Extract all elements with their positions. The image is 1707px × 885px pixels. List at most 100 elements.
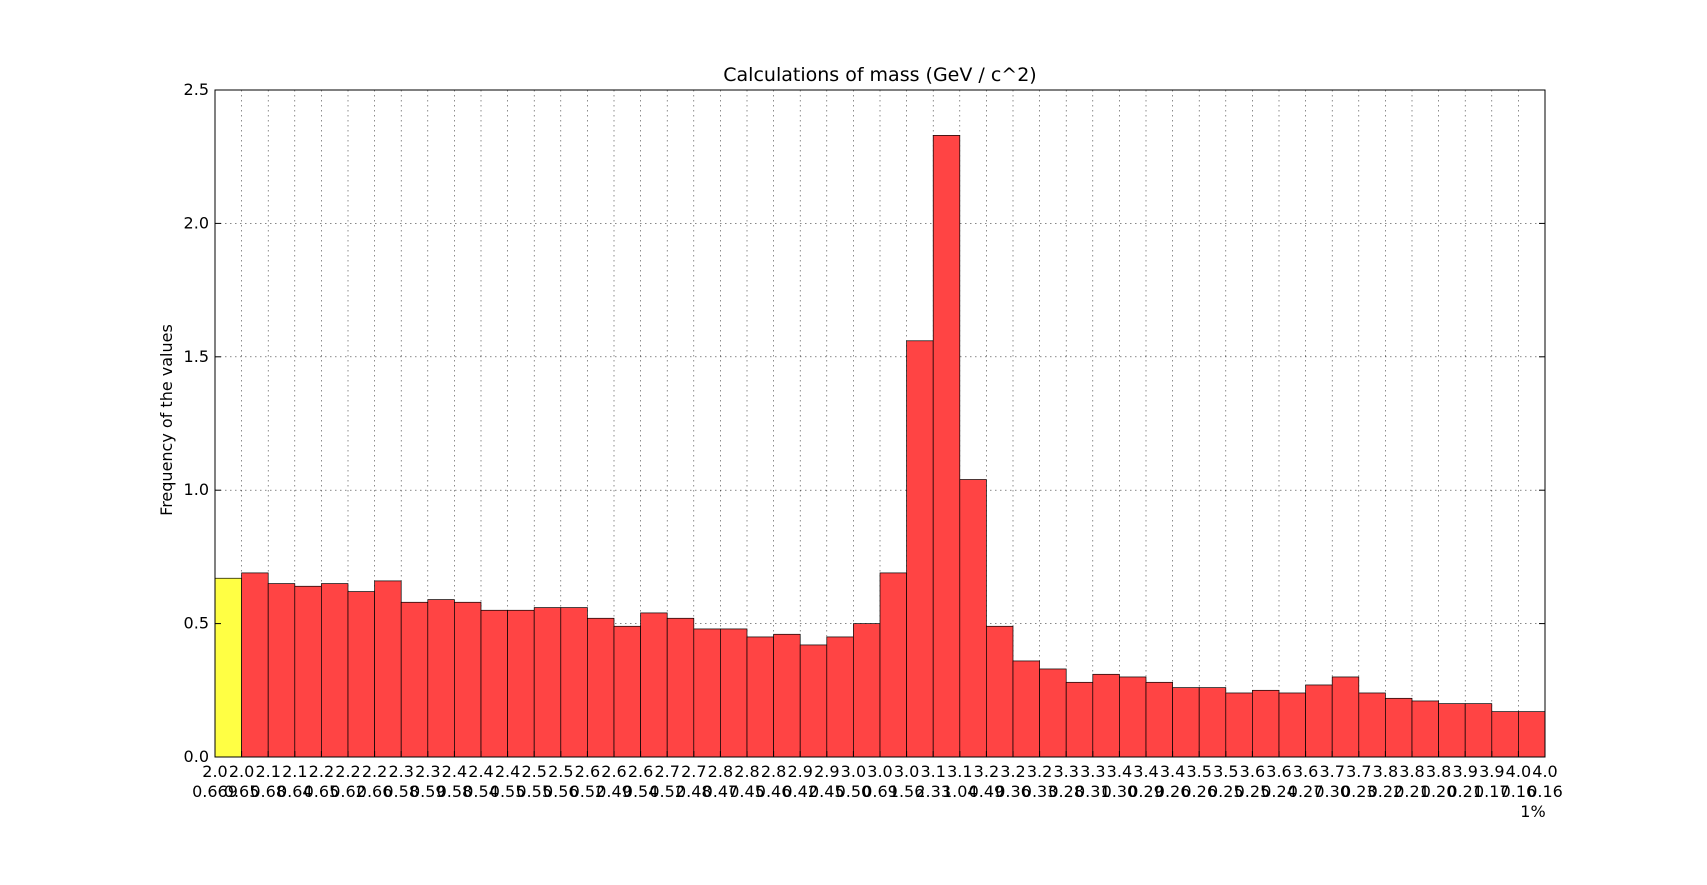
y-tick-label: 2.0 xyxy=(184,213,209,232)
x-tick-label: 3.9 xyxy=(1479,762,1504,781)
x-tick-sublabel: 0.52 xyxy=(570,782,606,801)
x-tick-label: 3.5 xyxy=(1186,762,1211,781)
x-tick-label: 2.0 xyxy=(229,762,254,781)
x-tick-label: 3.4 xyxy=(1160,762,1185,781)
y-axis-label: Frequency of the values xyxy=(157,324,176,516)
x-tick-sublabel: 0.54 xyxy=(463,782,499,801)
histogram-bar xyxy=(321,583,349,758)
histogram-bar xyxy=(400,601,429,758)
histogram-bar xyxy=(507,609,535,758)
x-tick-label: 2.8 xyxy=(734,762,759,781)
histogram-bar xyxy=(826,636,854,758)
x-tick-sublabel: 0.52 xyxy=(649,782,685,801)
x-tick-label: 3.8 xyxy=(1399,762,1424,781)
x-tick-label: 2.7 xyxy=(681,762,706,781)
x-tick-sublabel: 0.50 xyxy=(836,782,872,801)
x-tick-label: 2.8 xyxy=(708,762,733,781)
histogram-bar xyxy=(1411,700,1439,758)
x-tick-label: 3.6 xyxy=(1266,762,1291,781)
x-tick-sublabel: 2.33 xyxy=(915,782,951,801)
x-tick-sublabel: 0.58 xyxy=(383,782,419,801)
histogram-bar xyxy=(1039,668,1067,758)
x-tick-label: 2.9 xyxy=(787,762,812,781)
x-tick-label: 2.2 xyxy=(362,762,387,781)
x-tick-label: 2.9 xyxy=(814,762,839,781)
x-tick-sublabel: 0.65 xyxy=(224,782,260,801)
x-tick-sublabel: 0.25 xyxy=(1235,782,1271,801)
x-tick-label: 2.6 xyxy=(628,762,653,781)
x-tick-sublabel: 0.21 xyxy=(1447,782,1483,801)
histogram-bar xyxy=(241,572,269,758)
histogram-bar xyxy=(1385,697,1413,758)
x-tick-sublabel: 0.669 xyxy=(192,782,238,801)
histogram-bar xyxy=(533,607,562,758)
x-tick-sublabel: 0.30 xyxy=(1102,782,1138,801)
x-tick-label: 2.0 xyxy=(202,762,227,781)
x-tick-label: 2.1 xyxy=(282,762,307,781)
x-axis-ticks: 2.00.6692.00.652.10.682.10.642.20.652.20… xyxy=(192,751,1563,821)
x-tick-label: 2.4 xyxy=(442,762,467,781)
x-tick-sublabel: 0.45 xyxy=(729,782,765,801)
histogram-bar xyxy=(294,585,322,758)
x-tick-sublabel: 0.25 xyxy=(1208,782,1244,801)
x-tick-sublabel: 0.22 xyxy=(1368,782,1404,801)
x-tick-sublabel: 0.59 xyxy=(410,782,446,801)
histogram-bar xyxy=(932,135,961,758)
histogram-bar xyxy=(1252,689,1280,758)
histogram-bar xyxy=(613,625,641,758)
bars-group xyxy=(214,135,1546,758)
histogram-bar xyxy=(1438,703,1466,758)
x-tick-sublabel: 0.24 xyxy=(1261,782,1297,801)
chart-title: Calculations of mass (GeV / c^2) xyxy=(723,64,1036,86)
x-tick-label: 2.5 xyxy=(521,762,546,781)
histogram-bar xyxy=(1278,692,1306,758)
plot-frame xyxy=(214,89,1546,758)
histogram-bar xyxy=(1145,681,1173,758)
x-tick-label: 3.7 xyxy=(1346,762,1371,781)
x-tick-label: 3.0 xyxy=(867,762,892,781)
x-tick-label: 3.3 xyxy=(1053,762,1078,781)
histogram-bar xyxy=(1491,711,1519,758)
x-tick-label: 2.6 xyxy=(601,762,626,781)
histogram-bar xyxy=(1518,711,1546,758)
x-tick-sublabel: 0.55 xyxy=(490,782,526,801)
y-axis-ticks: 0.0 0.5 1.0 1.5 2.0 2.5 xyxy=(184,80,1545,766)
y-tick-label: 0.5 xyxy=(184,614,209,633)
x-tick-sublabel: 0.66 xyxy=(357,782,393,801)
x-tick-label: 2.5 xyxy=(548,762,573,781)
x-tick-label: 3.1 xyxy=(947,762,972,781)
x-tick-sublabel: 0.17 xyxy=(1474,782,1510,801)
histogram-bar xyxy=(640,612,668,758)
histogram-bar xyxy=(480,609,508,758)
x-tick-label: 4.0 xyxy=(1506,762,1531,781)
y-tick-label: 0.0 xyxy=(184,747,209,766)
histogram-bar xyxy=(906,340,934,758)
histogram-bar xyxy=(746,636,774,758)
histogram-bar xyxy=(347,591,375,758)
histogram-bar xyxy=(1305,684,1333,758)
x-tick-sublabel: 0.49 xyxy=(969,782,1005,801)
x-tick-sublabel: 0.23 xyxy=(1341,782,1377,801)
x-tick-sublabel: 0.58 xyxy=(437,782,473,801)
x-tick-label: 2.8 xyxy=(761,762,786,781)
histogram-bar xyxy=(1012,660,1040,758)
x-tick-sublabel: 0.36 xyxy=(995,782,1031,801)
x-tick-sublabel: 0.54 xyxy=(623,782,659,801)
x-tick-sublabel: 1.56 xyxy=(889,782,925,801)
x-tick-label: 3.8 xyxy=(1373,762,1398,781)
histogram-bar xyxy=(1225,692,1253,758)
histogram-bar xyxy=(587,617,615,758)
histogram-bar xyxy=(1172,687,1200,758)
x-tick-sublabel: 0.31 xyxy=(1075,782,1111,801)
y-tick-label: 1.0 xyxy=(184,480,209,499)
histogram-bar xyxy=(666,617,695,758)
x-tick-label: 2.6 xyxy=(575,762,600,781)
histogram-bar xyxy=(1198,687,1227,758)
x-tick-sublabel: 1.04 xyxy=(942,782,978,801)
x-tick-label: 3.8 xyxy=(1426,762,1451,781)
histogram-bar xyxy=(1065,681,1094,758)
x-tick-sublabel: 0.45 xyxy=(809,782,845,801)
x-tick-label: 3.4 xyxy=(1133,762,1158,781)
x-tick-label: 3.2 xyxy=(974,762,999,781)
